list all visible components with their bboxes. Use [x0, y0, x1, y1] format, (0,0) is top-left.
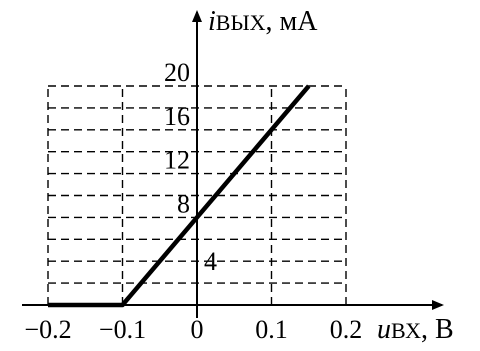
x-axis-label-symbol: u [377, 314, 391, 345]
y-axis-label-subscript: ВЫХ [216, 10, 266, 35]
y-tick-labels: 48 12 16 20 [164, 58, 217, 276]
y-tick-label: 4 [204, 247, 217, 276]
y-tick-label: 12 [164, 146, 190, 175]
y-axis-label: iВЫХ, мА [208, 6, 318, 37]
x-axis-label-unit: , В [421, 314, 454, 345]
y-tick-label: 16 [164, 102, 190, 131]
x-axis-label-subscript: ВХ [391, 318, 421, 343]
y-axis-label-unit: , мА [266, 6, 319, 37]
x-tick-label: 0.1 [255, 315, 288, 344]
x-tick-label: −0.1 [99, 315, 146, 344]
x-axis-label: uВХ, В [377, 314, 454, 345]
x-tick-label: 0.2 [330, 315, 363, 344]
y-tick-label: 20 [164, 58, 190, 87]
x-tick-labels: −0.2 −0.1 0 0.1 0.2 [24, 315, 362, 344]
x-tick-label: −0.2 [24, 315, 71, 344]
x-tick-label: 0 [191, 315, 204, 344]
series-line [48, 84, 311, 308]
y-tick-label: 8 [177, 189, 190, 218]
y-axis-label-symbol: i [208, 6, 216, 37]
series-group [48, 84, 311, 308]
